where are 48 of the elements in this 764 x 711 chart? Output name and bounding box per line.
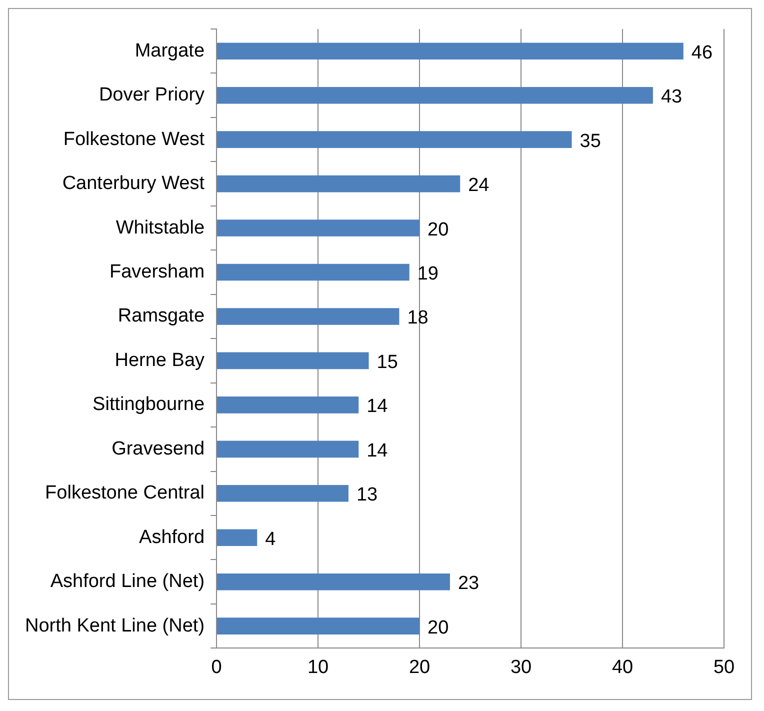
data-label: 14: [366, 440, 388, 462]
y-tick-label: Ashford: [139, 526, 205, 548]
x-tick-label: 30: [510, 656, 532, 678]
y-tick-label: Ashford Line (Net): [50, 571, 205, 592]
y-tick-label: Whitstable: [116, 217, 205, 238]
y-tick-label: Sittingbourne: [92, 394, 205, 416]
x-tick-label: 40: [612, 656, 634, 678]
bar: [217, 86, 653, 104]
data-label: 13: [356, 484, 378, 506]
y-tick-label: Faversham: [109, 261, 205, 282]
bar: [217, 484, 348, 502]
data-label: 35: [580, 130, 601, 152]
data-label: 14: [366, 396, 388, 418]
y-tick-label: Gravesend: [112, 438, 205, 460]
bar: [217, 42, 684, 60]
bar: [217, 618, 420, 634]
bar: [217, 573, 450, 590]
x-tick-label: 10: [307, 656, 329, 678]
y-tick-label: Ramsgate: [118, 306, 205, 327]
data-label: 24: [468, 175, 490, 196]
data-label: 20: [428, 617, 449, 638]
y-tick-label: Folkestone Central: [45, 482, 205, 504]
y-tick-label: North Kent Line (Net): [24, 615, 205, 636]
x-tick-label: 0: [211, 656, 222, 678]
y-tick-label: Folkestone West: [63, 128, 206, 150]
data-label: 18: [407, 308, 428, 329]
bar: [217, 529, 258, 546]
data-label: 46: [691, 42, 713, 64]
data-label: 4: [265, 528, 276, 550]
bar: [217, 352, 369, 370]
data-label: 19: [417, 263, 439, 284]
bar: [217, 131, 572, 148]
data-label: 15: [376, 352, 398, 373]
y-tick-label: Canterbury West: [62, 173, 206, 194]
bar: [217, 220, 420, 236]
bar: [217, 396, 359, 414]
data-label: 20: [428, 219, 449, 240]
bar: [217, 264, 410, 281]
x-tick-label: 20: [408, 656, 430, 678]
x-tick-label: 50: [713, 656, 735, 678]
y-tick-label: Dover Priory: [98, 84, 206, 106]
bar: [217, 175, 460, 192]
y-tick-label: Margate: [134, 40, 205, 62]
y-tick-label: Herne Bay: [114, 350, 206, 371]
data-label: 23: [458, 573, 480, 594]
bar: [217, 440, 359, 458]
data-label: 43: [660, 86, 682, 108]
bar: [217, 308, 400, 325]
